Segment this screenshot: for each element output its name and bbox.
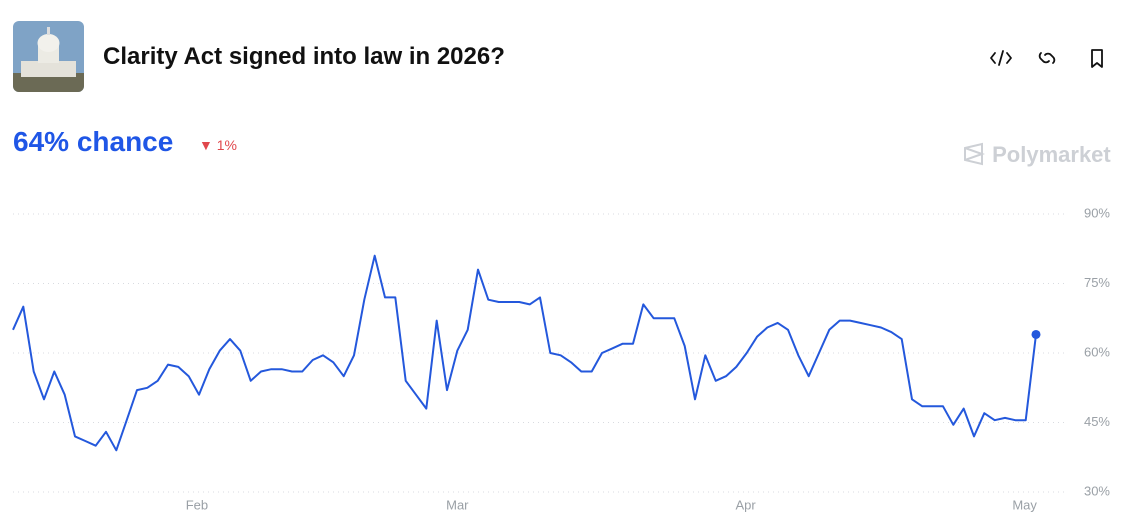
x-tick-label: Feb xyxy=(186,497,208,512)
y-tick-label: 30% xyxy=(1084,483,1110,498)
x-tick-label: May xyxy=(1012,497,1037,512)
x-tick-label: Apr xyxy=(736,497,757,512)
y-tick-label: 90% xyxy=(1084,205,1110,220)
x-tick-label: Mar xyxy=(446,497,469,512)
series-line xyxy=(12,254,1037,452)
link-button[interactable] xyxy=(1038,52,1056,64)
brand: Polymarket xyxy=(962,142,1111,168)
market-image xyxy=(13,21,84,92)
bookmark-button[interactable] xyxy=(1091,49,1103,68)
change: ▼ 1% xyxy=(199,137,237,153)
y-tick-label: 75% xyxy=(1084,275,1110,290)
y-tick-label: 45% xyxy=(1084,414,1110,429)
brand-name: Polymarket xyxy=(992,142,1111,167)
toolbar xyxy=(990,49,1103,68)
brand-logo xyxy=(964,142,986,166)
embed-button[interactable] xyxy=(990,50,1012,66)
market-title: Clarity Act signed into law in 2026? xyxy=(103,43,505,70)
change-value: 1% xyxy=(216,137,237,153)
y-tick-label: 60% xyxy=(1084,344,1110,359)
probability: 64% chance xyxy=(13,126,174,157)
end-point xyxy=(1031,329,1041,339)
